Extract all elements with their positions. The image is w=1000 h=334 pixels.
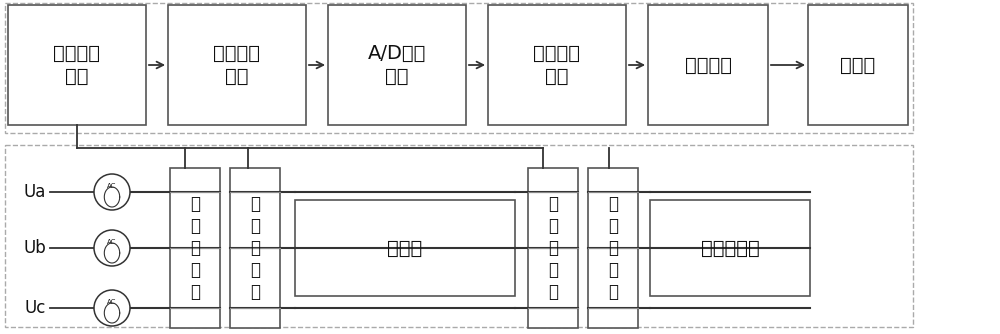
Text: AC: AC [107, 239, 117, 245]
Text: 数据处理
模块: 数据处理 模块 [534, 44, 580, 86]
Text: Ub: Ub [24, 239, 46, 257]
Bar [295, 200, 515, 296]
Text: 电
压
传
感
器: 电 压 传 感 器 [190, 195, 200, 301]
Circle shape [94, 290, 130, 326]
Bar [8, 5, 146, 125]
Bar [648, 5, 768, 125]
Bar [328, 5, 466, 125]
Bar [488, 5, 626, 125]
Text: Uc: Uc [24, 299, 46, 317]
Text: Ua: Ua [24, 183, 46, 201]
Text: A/D转换
模块: A/D转换 模块 [368, 44, 426, 86]
Text: 电
流
传
感
器: 电 流 传 感 器 [250, 195, 260, 301]
Text: 电
流
传
感
器: 电 流 传 感 器 [608, 195, 618, 301]
Text: 上位机: 上位机 [840, 55, 876, 74]
Circle shape [94, 174, 130, 210]
Text: 循环泵电机: 循环泵电机 [701, 238, 759, 258]
Bar [5, 3, 913, 133]
Bar [528, 168, 578, 328]
Bar [168, 5, 306, 125]
Bar [170, 168, 220, 328]
Bar [808, 5, 908, 125]
Text: AC: AC [107, 183, 117, 189]
Text: 信号调理
模块: 信号调理 模块 [214, 44, 260, 86]
Circle shape [94, 230, 130, 266]
Text: AC: AC [107, 299, 117, 305]
Text: 数据采集
模块: 数据采集 模块 [54, 44, 100, 86]
Bar [650, 200, 810, 296]
Bar [5, 145, 913, 327]
Bar [588, 168, 638, 328]
Text: 变频器: 变频器 [387, 238, 423, 258]
Bar [230, 168, 280, 328]
Text: 通信模块: 通信模块 [684, 55, 732, 74]
Text: 电
压
传
感
器: 电 压 传 感 器 [548, 195, 558, 301]
